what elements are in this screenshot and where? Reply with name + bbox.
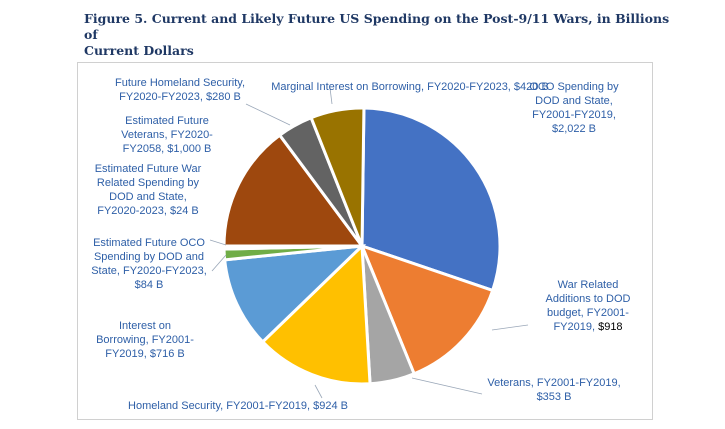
slice-label-6-line-2: Spending by DOD and bbox=[94, 251, 204, 263]
slice-label-5-line-2: Borrowing, FY2001- bbox=[96, 334, 194, 346]
slice-label-3-line-1: Veterans, FY2001-FY2019, bbox=[487, 377, 620, 389]
slice-label-7-line-1: Estimated Future War bbox=[95, 163, 202, 175]
slice-label-1-line-1: OCO Spending by bbox=[529, 81, 619, 93]
slice-labels: OCO Spending by DOD and State, FY2001-FY20… bbox=[91, 77, 630, 412]
slice-label-7: Estimated Future War Related Spending by D… bbox=[95, 163, 202, 217]
slice-label-3-line-2: $353 B bbox=[537, 391, 572, 403]
slice-label-6-line-4: $84 B bbox=[135, 279, 164, 291]
slice-label-8-line-3: FY2058, $1,000 B bbox=[123, 143, 212, 155]
slice-label-8-line-1: Estimated Future bbox=[125, 115, 209, 127]
slice-label-8: Estimated Future Veterans, FY2020- FY2058,… bbox=[121, 115, 213, 155]
slice-label-9-line-1: Future Homeland Security, bbox=[115, 77, 245, 89]
pie-slice-1 bbox=[360, 106, 502, 293]
pie-slice-8 bbox=[222, 133, 365, 248]
slice-label-7-line-2: Related Spending by bbox=[97, 177, 200, 189]
slice-label-3: Veterans, FY2001-FY2019, $353 B bbox=[487, 377, 620, 403]
slice-label-2-line-2: Additions to DOD bbox=[546, 293, 631, 305]
slice-label-1-line-4: $2,022 B bbox=[552, 123, 596, 135]
pie-slice-4 bbox=[260, 242, 372, 386]
chart-title-line-1: Figure 5. Current and Likely Future US S… bbox=[84, 11, 670, 42]
slice-label-10-line-1: Marginal Interest on Borrowing, FY2020-F… bbox=[271, 81, 549, 93]
slice-label-8-line-2: Veterans, FY2020- bbox=[121, 129, 213, 141]
leader-line-10 bbox=[329, 87, 333, 105]
slice-label-2-line-3: budget, FY2001- bbox=[547, 307, 629, 319]
leader-line-3 bbox=[411, 377, 483, 395]
slice-label-4: Homeland Security, FY2001-FY2019, $924 B bbox=[128, 400, 348, 412]
slice-label-5: Interest on Borrowing, FY2001- FY2019, $71… bbox=[96, 320, 194, 360]
slice-label-6-line-1: Estimated Future OCO bbox=[93, 237, 205, 249]
slice-label-6-line-3: State, FY2020-FY2023, bbox=[91, 265, 207, 277]
slice-label-10: Marginal Interest on Borrowing, FY2020-F… bbox=[271, 81, 549, 93]
slice-label-1-line-2: DOD and State, bbox=[535, 95, 613, 107]
pie-slice-10 bbox=[309, 106, 366, 247]
pie-slice-5 bbox=[223, 244, 367, 344]
pie-slice-2 bbox=[359, 243, 495, 376]
slice-label-value: $918 bbox=[598, 321, 622, 333]
slice-label-2: War Related Additions to DOD budget, FY200… bbox=[546, 279, 631, 333]
leader-line-9 bbox=[245, 103, 291, 126]
leader-line-2 bbox=[491, 324, 529, 331]
slice-label-2-line-4: FY2019, $918 bbox=[553, 321, 622, 333]
slice-label-5-line-3: FY2019, $716 B bbox=[105, 348, 185, 360]
slice-label-1: OCO Spending by DOD and State, FY2001-FY20… bbox=[529, 81, 619, 135]
slice-label-9-line-2: FY2020-FY2023, $280 B bbox=[119, 91, 241, 103]
slice-label-7-line-3: DOD and State, bbox=[109, 191, 187, 203]
leader-line-7 bbox=[209, 239, 227, 246]
leader-line-6 bbox=[211, 254, 227, 272]
slice-label-4-line-1: Homeland Security, FY2001-FY2019, $924 B bbox=[128, 400, 348, 412]
chart-title: Figure 5. Current and Likely Future US S… bbox=[84, 11, 684, 59]
slice-label-6: Estimated Future OCO Spending by DOD and S… bbox=[91, 237, 207, 291]
slice-label-7-line-4: FY2020-2023, $24 B bbox=[97, 205, 199, 217]
slice-label-2-line-1: War Related bbox=[558, 279, 619, 291]
chart-title-line-2: Current Dollars bbox=[84, 43, 194, 58]
slice-label-9: Future Homeland Security, FY2020-FY2023, … bbox=[115, 77, 245, 103]
pie-slices bbox=[222, 106, 502, 386]
leader-line-4 bbox=[314, 384, 323, 399]
leader-lines bbox=[209, 87, 529, 399]
slice-label-1-line-3: FY2001-FY2019, bbox=[532, 109, 616, 121]
slice-label-5-line-1: Interest on bbox=[119, 320, 171, 332]
